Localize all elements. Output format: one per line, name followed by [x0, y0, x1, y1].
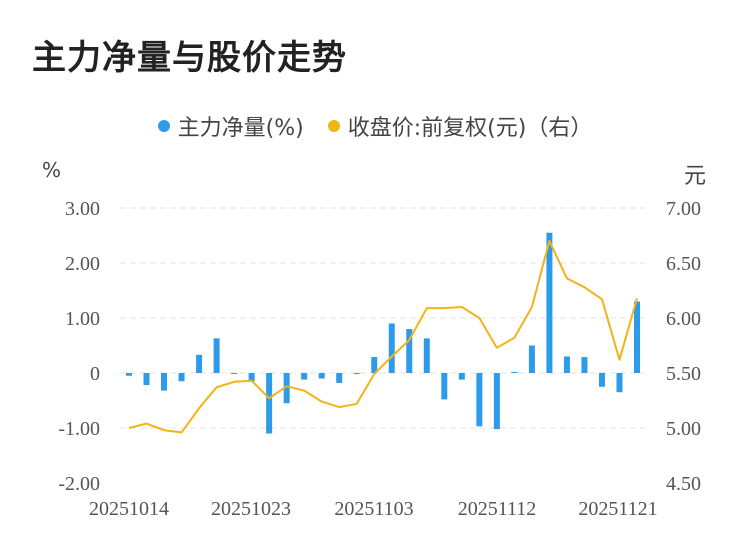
bar	[283, 373, 290, 404]
legend-label-close-price: 收盘价:前复权(元)（右）	[347, 116, 593, 141]
left-tick-label: 1.00	[65, 308, 100, 330]
bar	[388, 323, 395, 373]
bar	[318, 373, 325, 379]
legend-dot-icon	[327, 120, 340, 132]
bar	[248, 373, 255, 382]
right-tick-label: 5.50	[666, 363, 701, 385]
bar	[493, 373, 500, 430]
left-tick-label: -1.00	[58, 418, 100, 440]
legend-label-net-volume: 主力净量(%)	[177, 116, 304, 141]
right-axis-unit: 元	[684, 164, 707, 189]
right-tick-label: 6.50	[666, 253, 701, 275]
bar	[441, 373, 448, 400]
bar	[213, 338, 220, 373]
right-tick-label: 5.00	[666, 418, 701, 440]
chart-title: 主力净量与股价走势	[32, 38, 347, 78]
x-tick-label: 20251103	[334, 498, 413, 520]
x-tick-label: 20251023	[211, 498, 291, 520]
right-tick-label: 4.50	[666, 473, 701, 495]
bar	[143, 373, 150, 386]
bar	[528, 345, 535, 373]
bar	[196, 354, 203, 373]
bar	[634, 301, 640, 373]
bar	[563, 356, 570, 373]
legend-dot-icon	[157, 120, 170, 132]
x-tick-label: 20251014	[89, 498, 169, 520]
bar	[161, 373, 168, 391]
right-tick-label: 6.00	[666, 308, 701, 330]
legend: 主力净量(%) 收盘价:前复权(元)（右）	[0, 110, 750, 142]
left-tick-label: 3.00	[65, 198, 100, 220]
left-axis-unit: %	[42, 158, 62, 182]
bar	[336, 373, 343, 383]
legend-item-net-volume[interactable]: 主力净量(%)	[157, 110, 304, 142]
bar	[616, 373, 623, 393]
left-tick-label: 0	[90, 363, 100, 385]
x-tick-label: 20251121	[578, 498, 657, 520]
bar	[371, 357, 378, 373]
legend-item-close-price[interactable]: 收盘价:前复权(元)（右）	[327, 110, 593, 142]
bar	[476, 373, 483, 427]
bar	[126, 373, 132, 376]
bar	[178, 373, 185, 382]
bar	[581, 357, 588, 373]
x-tick-label: 20251112	[458, 498, 537, 520]
bar	[458, 373, 465, 380]
left-tick-label: 2.00	[65, 253, 100, 275]
left-tick-label: -2.00	[58, 473, 100, 495]
bar	[423, 338, 430, 373]
bar	[301, 373, 308, 380]
bar	[231, 373, 238, 374]
bar	[511, 371, 518, 373]
right-tick-label: 7.00	[666, 198, 701, 220]
bar	[266, 373, 273, 434]
bar	[546, 232, 553, 373]
bar	[598, 373, 605, 387]
bar	[406, 329, 413, 373]
price-line	[128, 240, 638, 434]
bar	[353, 373, 360, 374]
